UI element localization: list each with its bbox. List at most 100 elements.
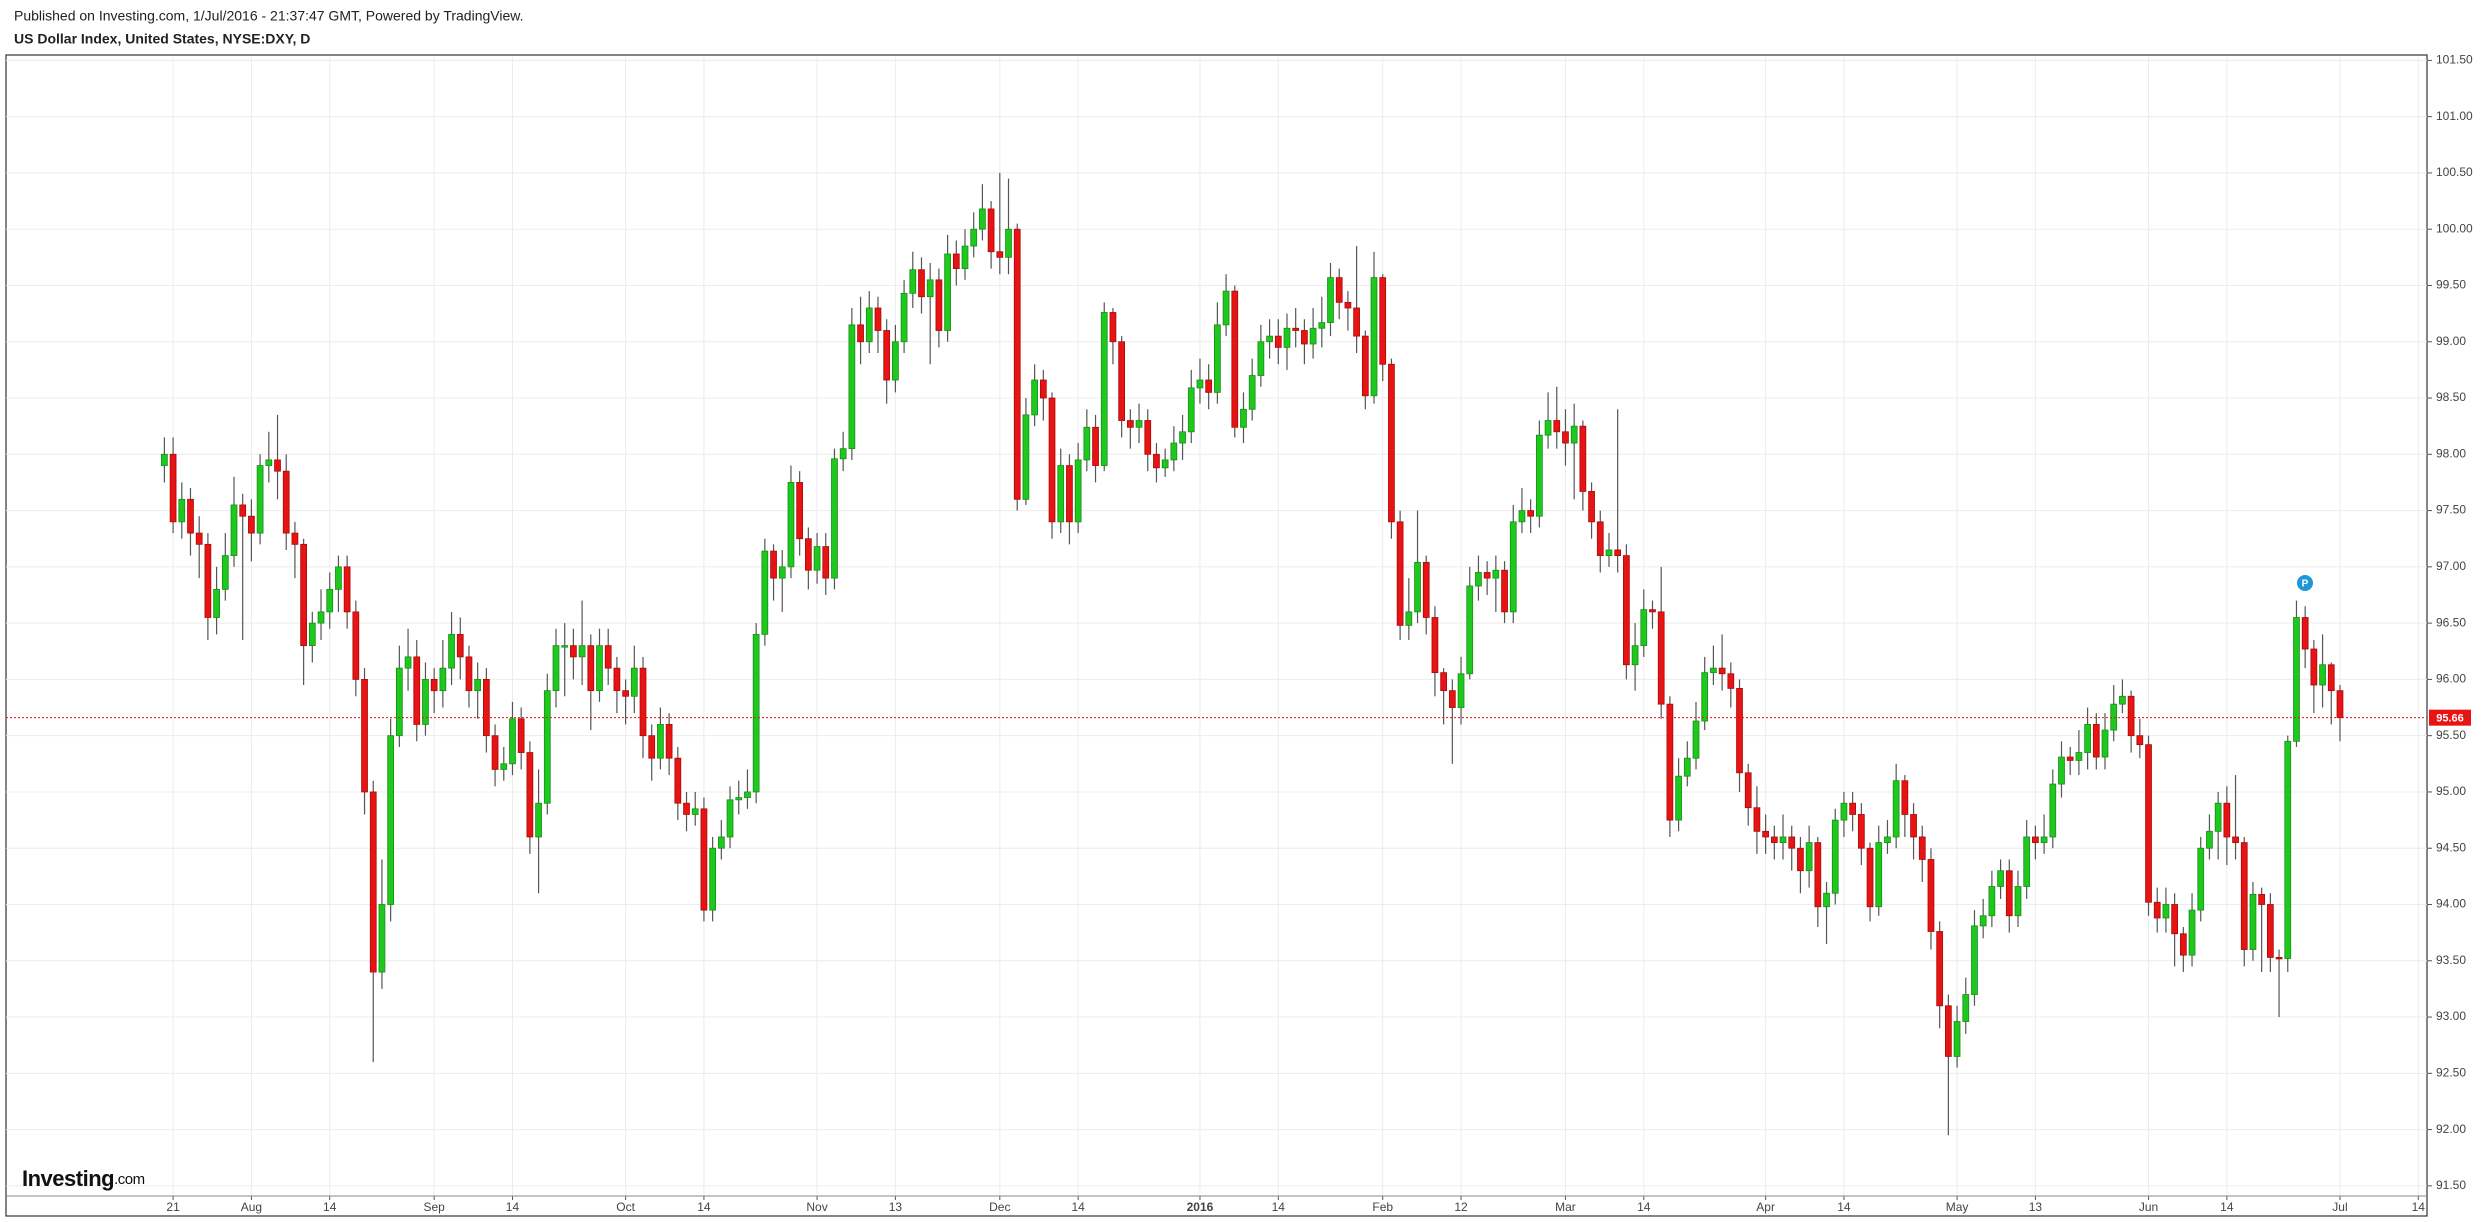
candle-body: [456, 633, 464, 658]
candle-body: [2153, 901, 2161, 919]
candle-body: [422, 678, 429, 725]
candle-body: [1283, 327, 1291, 348]
candle-body: [1109, 312, 1117, 343]
candle-body: [1979, 915, 1987, 927]
candle-body: [2249, 893, 2257, 950]
candle-body: [2136, 735, 2144, 746]
candle-body: [2171, 904, 2178, 935]
candle-body: [1187, 387, 1195, 433]
candle-body: [604, 645, 612, 669]
x-tick-label: 14: [1272, 1200, 1286, 1214]
candle-body: [1475, 572, 1482, 587]
x-tick-label: 13: [889, 1200, 903, 1214]
candle-body: [1718, 667, 1726, 675]
source-line: Published on Investing.com, 1/Jul/2016 -…: [14, 8, 523, 24]
candle-body: [1335, 277, 1343, 303]
candle-body: [561, 645, 569, 648]
candle-body: [1805, 842, 1813, 872]
y-tick-label: 97.50: [2436, 503, 2466, 517]
y-tick-label: 97.00: [2436, 559, 2466, 573]
candle-body: [1814, 842, 1822, 908]
candle-body: [256, 465, 264, 534]
candle-body: [1274, 335, 1282, 348]
candle-body: [613, 667, 621, 692]
x-tick-label: Apr: [1756, 1200, 1775, 1214]
candle-body: [543, 690, 551, 804]
logo-name: Investing.com: [22, 1166, 145, 1191]
x-tick-label: 14: [323, 1200, 337, 1214]
candle-body: [865, 307, 873, 343]
candle-body: [1596, 521, 1604, 556]
y-tick-label: 95.50: [2436, 728, 2466, 742]
candle-body: [387, 735, 395, 905]
candle-body: [1857, 814, 1865, 849]
candle-body: [1144, 420, 1152, 455]
candle-body: [1936, 931, 1944, 1007]
candle-body: [265, 459, 273, 466]
candle-body: [2240, 842, 2248, 950]
candle-body: [2206, 830, 2213, 849]
marker: P: [2297, 575, 2313, 591]
x-tick-label: 14: [1637, 1200, 1651, 1214]
candle-body: [1866, 847, 1874, 908]
candle-body: [491, 735, 499, 770]
y-tick-label: 100.50: [2436, 165, 2473, 179]
candle-body: [952, 253, 960, 269]
candle-body: [918, 269, 925, 298]
candle-body: [1988, 886, 1996, 917]
candle-body: [1205, 379, 1213, 393]
x-tick-label: Dec: [989, 1200, 1010, 1214]
candle-body: [2127, 695, 2135, 737]
last-price-label: 95.66: [2436, 713, 2464, 725]
candle-body: [709, 847, 716, 911]
candle-body: [2188, 909, 2196, 956]
candle-body: [2284, 740, 2292, 959]
candle-body: [1214, 324, 1221, 393]
candle-body: [735, 797, 743, 801]
candle-body: [900, 292, 908, 343]
logo-suffix: .com: [114, 1171, 145, 1188]
candle-body: [1701, 672, 1709, 722]
candle-body: [909, 269, 917, 294]
candle-body: [1971, 925, 1978, 995]
candle-body: [2075, 752, 2083, 761]
x-tick-label: 21: [166, 1200, 180, 1214]
candle-body: [883, 330, 891, 381]
candle-body: [1353, 307, 1360, 337]
candle-body: [1614, 549, 1622, 556]
candle-body: [2266, 904, 2274, 958]
candle-body: [1692, 720, 1700, 759]
candle-body: [1005, 228, 1012, 258]
candle-body: [1170, 442, 1178, 461]
candle-body: [639, 667, 647, 737]
y-tick-label: 91.50: [2436, 1178, 2466, 1192]
candle-body: [1823, 892, 1830, 908]
candle-body: [839, 448, 847, 460]
candle-body: [2232, 836, 2239, 843]
candle-body: [230, 504, 238, 556]
candle-body: [1918, 836, 1926, 860]
candle-body: [1527, 510, 1535, 517]
candle-body: [552, 645, 560, 692]
x-tick-label: Oct: [616, 1200, 635, 1214]
candle-body: [1318, 322, 1326, 329]
candle-body: [1892, 780, 1900, 838]
candle-body: [1414, 561, 1421, 613]
x-tick-label: 14: [1837, 1200, 1851, 1214]
candle-body: [248, 515, 255, 534]
y-tick-label: 94.50: [2436, 840, 2466, 854]
candle-body: [2032, 836, 2039, 843]
candle-body: [1492, 569, 1500, 579]
y-tick-label: 98.50: [2436, 390, 2466, 404]
marker-dot: [2297, 575, 2313, 591]
candle-body: [1884, 836, 1891, 843]
candle-body: [892, 341, 899, 381]
candle-body: [2101, 729, 2109, 758]
candle-body: [1518, 510, 1526, 523]
candle-body: [622, 690, 629, 697]
y-tick-label: 98.00: [2436, 446, 2466, 460]
candle-body: [2162, 904, 2170, 919]
candle-body: [1100, 312, 1108, 466]
y-tick-label: 96.00: [2436, 672, 2466, 686]
candle-layer: [6, 172, 2427, 1136]
